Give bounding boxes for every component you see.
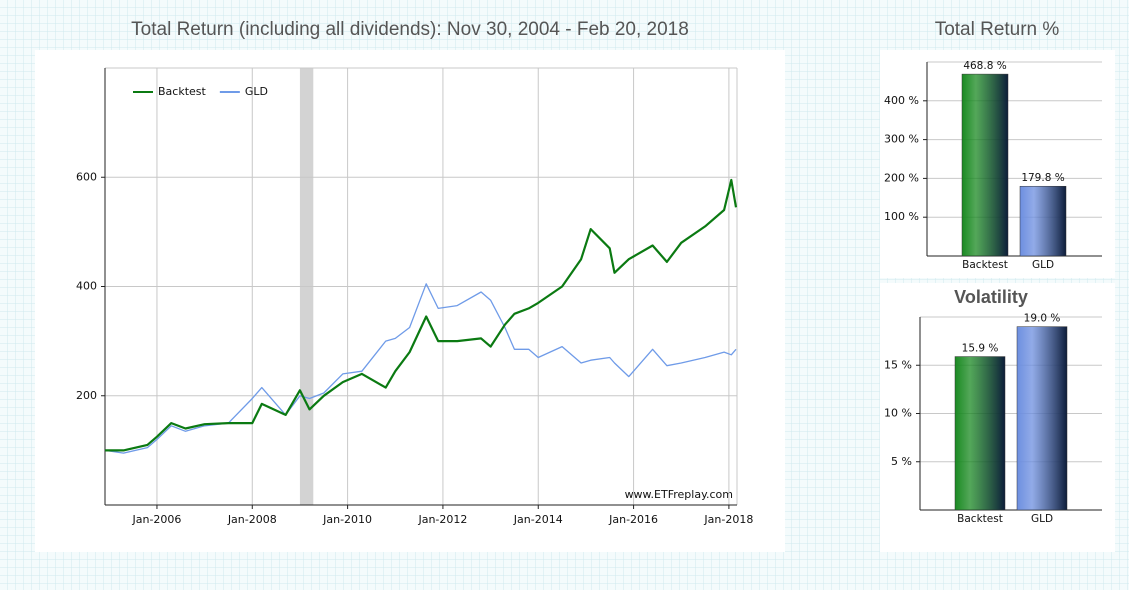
series-line [105, 178, 738, 452]
y-tick-label: 400 [76, 280, 97, 293]
data-label: 15.9 % [962, 343, 999, 355]
bar [1016, 326, 1068, 511]
bar [1019, 185, 1067, 257]
y-tick-label: 100 % [884, 210, 919, 223]
watermark: www.ETFreplay.com [625, 488, 733, 501]
bar [954, 356, 1006, 511]
x-tick-label: Jan-2006 [131, 513, 181, 526]
x-tick-label: Jan-2016 [608, 513, 658, 526]
x-tick-label: Jan-2008 [227, 513, 277, 526]
y-tick-label: 10 % [884, 407, 912, 420]
bar [961, 73, 1009, 257]
x-tick-label: Jan-2010 [322, 513, 372, 526]
data-label: 179.8 % [1021, 172, 1064, 184]
x-tick-label: Backtest [962, 259, 1008, 271]
x-tick-label: GLD [1032, 259, 1054, 271]
panel [35, 50, 785, 552]
data-label: 19.0 % [1024, 313, 1061, 325]
x-tick-label: Jan-2018 [703, 513, 753, 526]
legend-label: GLD [245, 85, 268, 98]
chart-title: Total Return % [935, 19, 1060, 40]
data-label: 468.8 % [963, 60, 1006, 72]
y-tick-label: 200 [76, 389, 97, 402]
x-tick-label: Jan-2012 [417, 513, 467, 526]
x-tick-label: Jan-2014 [513, 513, 563, 526]
chart-title: Total Return (including all dividends): … [131, 19, 689, 40]
y-tick-label: 300 % [884, 133, 919, 146]
x-tick-label: Backtest [957, 513, 1003, 525]
y-tick-label: 5 % [891, 455, 912, 468]
y-tick-label: 15 % [884, 358, 912, 371]
chart-title: Volatility [954, 287, 1028, 307]
y-tick-label: 400 % [884, 94, 919, 107]
y-tick-label: 200 % [884, 171, 919, 184]
y-tick-label: 600 [76, 170, 97, 183]
legend-label: Backtest [158, 85, 207, 98]
x-tick-label: GLD [1031, 513, 1053, 525]
